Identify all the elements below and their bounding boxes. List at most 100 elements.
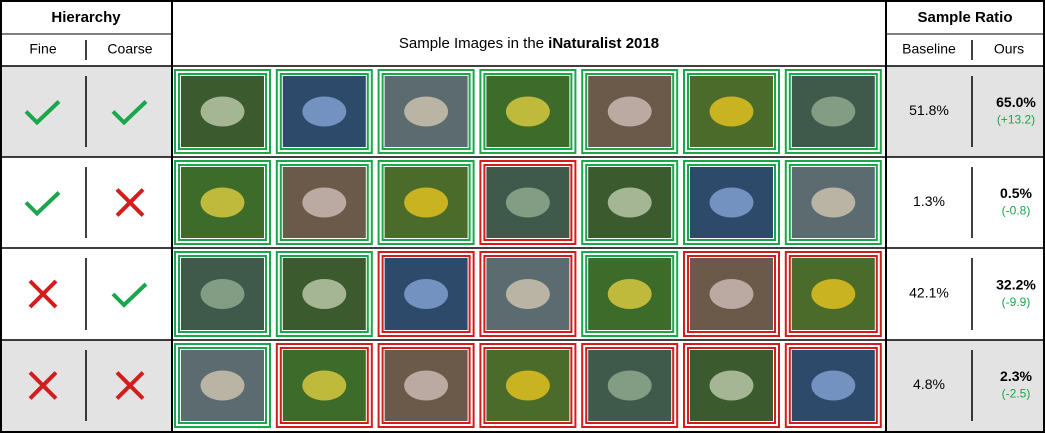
image-border <box>788 73 878 150</box>
image-border <box>483 347 573 424</box>
image-border <box>483 255 573 333</box>
sample-ratio-header: Sample Ratio <box>917 9 1012 26</box>
fine-header: Fine <box>29 41 56 57</box>
image-border <box>377 343 475 428</box>
ours-value: 0.5% <box>1000 185 1032 201</box>
ours-value: 32.2% <box>996 277 1036 293</box>
image-border <box>275 69 373 154</box>
image-border <box>784 160 882 245</box>
ours-delta: (-2.5) <box>1002 387 1031 401</box>
image-border <box>687 347 776 424</box>
image-border <box>174 343 271 428</box>
cross-mark <box>115 188 145 217</box>
check-mark <box>24 191 61 217</box>
image-border <box>687 164 776 241</box>
image-subject <box>709 96 754 127</box>
baseline-value: 42.1% <box>909 285 949 301</box>
row-shade <box>886 66 1045 157</box>
image-border <box>581 343 679 428</box>
image-border <box>275 343 373 428</box>
baseline-value: 51.8% <box>909 102 949 118</box>
image-border <box>178 347 267 424</box>
image-subject <box>811 187 856 218</box>
image-subject <box>607 96 652 127</box>
image-border <box>275 251 373 337</box>
image-border <box>784 251 882 337</box>
image-subject <box>709 187 754 218</box>
image-subject <box>200 187 245 218</box>
row-shade <box>886 340 1045 431</box>
image-border <box>585 164 675 241</box>
image-border <box>377 69 475 154</box>
image-border <box>178 73 267 150</box>
cross-mark <box>28 279 58 309</box>
image-subject <box>302 187 347 218</box>
image-border <box>683 251 780 337</box>
image-subject <box>404 96 449 127</box>
image-border <box>479 69 577 154</box>
image-subject <box>302 96 347 127</box>
image-border <box>381 255 471 333</box>
image-border <box>581 69 679 154</box>
image-border <box>683 160 780 245</box>
cross-mark <box>115 371 145 400</box>
image-border <box>279 347 369 424</box>
image-subject <box>505 370 550 401</box>
image-border <box>381 164 471 241</box>
image-border <box>581 160 679 245</box>
images-title: Sample Images in the iNaturalist 2018 <box>399 35 659 52</box>
image-border <box>174 69 271 154</box>
image-border <box>174 160 271 245</box>
coarse-header: Coarse <box>107 41 152 57</box>
image-border <box>279 73 369 150</box>
hierarchy-header: Hierarchy <box>51 9 121 26</box>
image-border <box>178 164 267 241</box>
image-border <box>483 73 573 150</box>
image-border <box>788 255 878 333</box>
image-subject <box>505 279 550 309</box>
images-title-prefix: Sample Images in the <box>399 35 548 52</box>
image-border <box>479 160 577 245</box>
image-border <box>585 347 675 424</box>
ours-header: Ours <box>994 41 1024 57</box>
image-border <box>178 255 267 333</box>
ours-value: 2.3% <box>1000 368 1032 384</box>
image-border <box>479 343 577 428</box>
baseline-value: 4.8% <box>913 376 945 392</box>
image-border <box>479 251 577 337</box>
image-border <box>174 251 271 337</box>
image-border <box>377 160 475 245</box>
image-subject <box>607 187 652 218</box>
image-border <box>483 164 573 241</box>
image-subject <box>811 96 856 127</box>
image-border <box>683 69 780 154</box>
image-border <box>581 251 679 337</box>
image-subject <box>302 370 347 401</box>
image-border <box>683 343 780 428</box>
image-border <box>585 73 675 150</box>
image-subject <box>200 370 245 401</box>
image-border <box>585 255 675 333</box>
ours-delta: (+13.2) <box>997 113 1035 127</box>
image-subject <box>709 279 754 309</box>
image-subject <box>404 187 449 218</box>
image-subject <box>811 279 856 309</box>
image-subject <box>607 370 652 401</box>
image-border <box>377 251 475 337</box>
image-subject <box>404 370 449 401</box>
ours-value: 65.0% <box>996 94 1036 110</box>
image-border <box>788 347 878 424</box>
baseline-header: Baseline <box>902 41 956 57</box>
image-subject <box>200 96 245 127</box>
image-subject <box>404 279 449 309</box>
image-subject <box>811 370 856 401</box>
cross-mark <box>28 371 58 400</box>
image-border <box>788 164 878 241</box>
image-subject <box>505 187 550 218</box>
check-mark <box>24 100 61 126</box>
image-subject <box>709 370 754 401</box>
image-subject <box>607 279 652 309</box>
image-subject <box>200 279 245 309</box>
check-mark <box>111 100 148 126</box>
